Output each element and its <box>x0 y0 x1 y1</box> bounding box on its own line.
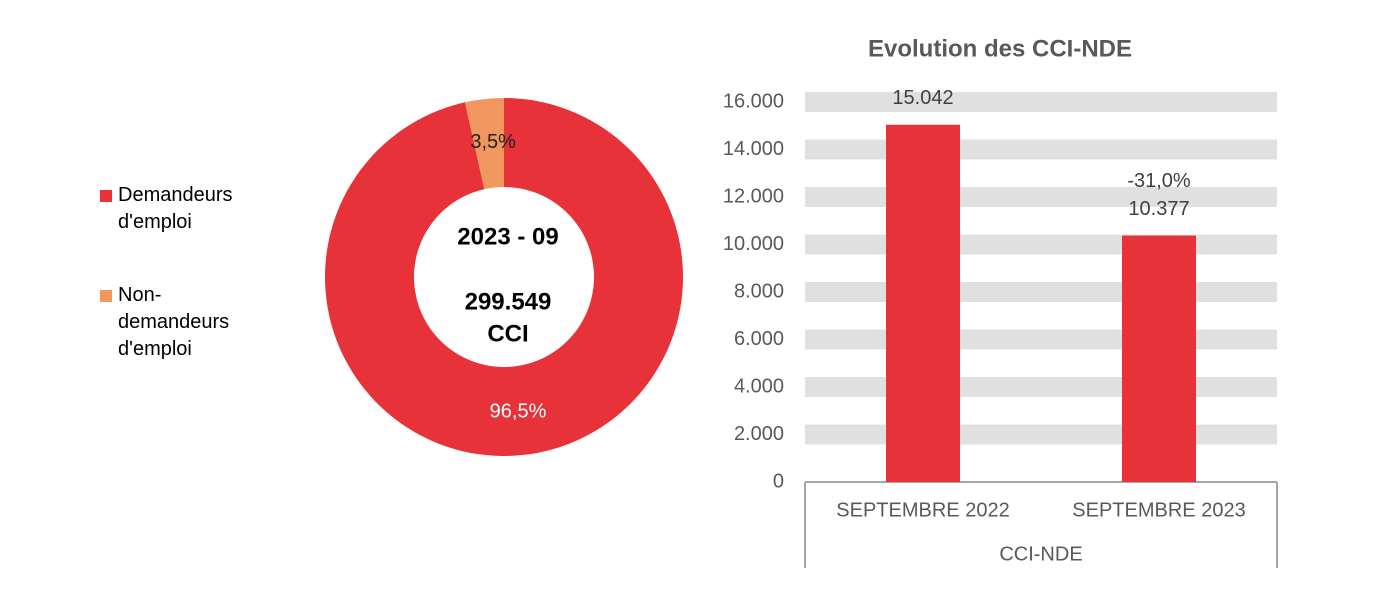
chart-title: Evolution des CCI-NDE <box>868 35 1132 62</box>
slice-label: 96,5% <box>490 400 547 422</box>
y-tick-label: 12.000 <box>723 185 784 207</box>
center-label: CCI <box>487 320 528 347</box>
y-tick-label: 14.000 <box>723 138 784 160</box>
legend-entry: Demandeurs d'emploi <box>100 182 260 236</box>
legend-swatch <box>100 290 112 302</box>
y-tick-label: 16.000 <box>723 90 784 112</box>
value-label: 15.042 <box>892 87 953 109</box>
y-tick-label: 2.000 <box>734 423 784 445</box>
x-tick-label: SEPTEMBRE 2023 <box>1072 499 1245 521</box>
change-annotation: -31,0% <box>1127 170 1191 192</box>
y-tick-label: 10.000 <box>723 233 784 255</box>
legend-entry: Non-demandeurs d'emploi <box>100 282 260 363</box>
legend-swatch <box>100 190 112 202</box>
slice-label: 3,5% <box>470 131 516 153</box>
bar <box>1122 235 1196 482</box>
x-tick-label: SEPTEMBRE 2022 <box>836 499 1009 521</box>
center-label: 2023 - 09 <box>457 223 558 250</box>
y-tick-label: 4.000 <box>734 375 784 397</box>
value-label: 10.377 <box>1128 198 1189 220</box>
group-label: CCI-NDE <box>999 543 1082 565</box>
bar <box>886 124 960 482</box>
y-tick-label: 8.000 <box>734 280 784 302</box>
legend-label: Demandeurs d'emploi <box>118 184 233 233</box>
center-label: 299.549 <box>465 288 552 315</box>
legend-label: Non-demandeurs d'emploi <box>118 284 230 360</box>
donut-slice <box>325 98 683 457</box>
donut-slice <box>464 98 504 190</box>
y-tick-label: 0 <box>773 470 784 492</box>
y-tick-label: 6.000 <box>734 328 784 350</box>
